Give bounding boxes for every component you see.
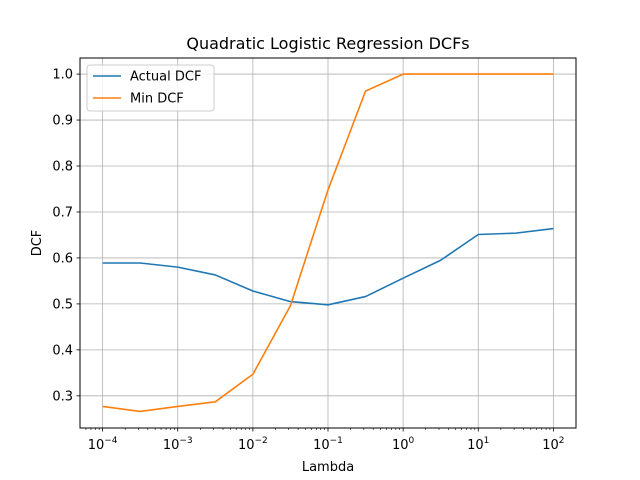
y-tick-label: 1.0	[52, 68, 73, 83]
series-line-actual-dcf	[102, 227, 554, 306]
legend-label: Min DCF	[130, 92, 184, 107]
y-tick-label: 0.8	[52, 160, 73, 175]
x-tick-label: 10−1	[313, 436, 343, 453]
y-tick-label: 0.6	[52, 251, 73, 266]
x-tick-label: 10−4	[88, 436, 118, 453]
series-lines	[102, 73, 554, 413]
legend: Actual DCF Min DCF	[86, 64, 215, 112]
y-tick-label: 0.4	[52, 343, 73, 358]
x-tick-label: 10−3	[163, 436, 193, 453]
y-tick-label: 0.9	[52, 114, 73, 129]
y-tick-label: 0.5	[52, 297, 73, 312]
axis-ticks: 10−4 10−3 10−2 10−1 100 101 102 0.3 0.4 0.5 0.6 0.7…	[52, 68, 564, 453]
y-tick-label: 0.7	[52, 205, 73, 220]
x-axis-label: Lambda	[302, 460, 354, 475]
y-axis-label: DCF	[30, 230, 45, 257]
x-tick-label: 10−2	[238, 436, 268, 453]
x-tick-label: 100	[392, 436, 415, 453]
chart-title: Quadratic Logistic Regression DCFs	[186, 34, 469, 53]
y-tick-label: 0.3	[52, 389, 73, 404]
x-tick-label: 102	[542, 436, 564, 453]
series-line-min-dcf	[102, 73, 554, 413]
legend-label: Actual DCF	[130, 70, 201, 85]
grid	[80, 58, 576, 428]
x-tick-label: 101	[467, 436, 489, 453]
